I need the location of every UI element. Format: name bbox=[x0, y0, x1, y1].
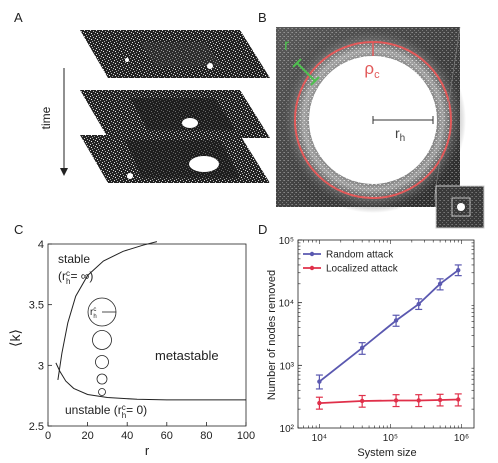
r-bracket bbox=[296, 62, 316, 82]
y-tick-label-d: 10⁵ bbox=[279, 236, 294, 247]
y-axis-label-d: Number of nodes removed bbox=[266, 270, 278, 400]
y-tick-label-c: 3 bbox=[38, 360, 44, 372]
x-axis-label-c: r bbox=[145, 443, 150, 458]
plot-frame-d bbox=[297, 239, 475, 429]
panel-c-letter: C bbox=[14, 222, 23, 237]
legend-marker bbox=[309, 251, 315, 257]
random-attack-point bbox=[456, 267, 461, 273]
plot-area-d bbox=[297, 239, 475, 429]
r-label: r bbox=[284, 37, 290, 54]
hole-size-circles: rc h bbox=[87, 297, 117, 396]
random-attack-point bbox=[393, 318, 399, 323]
localized-attack-line bbox=[319, 398, 459, 404]
panel-b-letter: B bbox=[258, 10, 267, 25]
tick-labels-d: 10⁴ 10⁵ 10⁶ 10² 10³ 10⁴ 10⁵ bbox=[279, 236, 470, 444]
rh-label: rh bbox=[395, 125, 405, 144]
panel-d: D Number of nodes removed System size 10… bbox=[258, 222, 475, 459]
panel-a: A time bbox=[14, 10, 270, 183]
x-tick-label-d: 10⁵ bbox=[383, 433, 398, 444]
x-axis-label-d: System size bbox=[357, 447, 416, 459]
stable-boundary-line bbox=[57, 241, 158, 380]
x-tick-label-d: 10⁶ bbox=[454, 433, 469, 444]
localized-attack-point bbox=[456, 397, 461, 402]
stable-condition-label: (rc h= ∞) bbox=[58, 269, 93, 286]
network-layer-bottom bbox=[80, 135, 270, 183]
panel-b: B ρc r rh bbox=[258, 10, 485, 229]
x-tick-label-c: 60 bbox=[161, 430, 173, 442]
legend: Random attack Localized attack bbox=[303, 250, 399, 275]
stable-region-label: stable bbox=[58, 252, 90, 266]
y-axis-label-c: ⟨k⟩ bbox=[7, 329, 23, 347]
legend-label: Random attack bbox=[326, 250, 394, 261]
panel-c: C ⟨k⟩ r 0 20 40 60 80 100 2.5 3 3.5 4 stable (rc h… bbox=[7, 222, 255, 458]
y-tick-label-d: 10³ bbox=[280, 361, 295, 372]
unstable-boundary-line bbox=[55, 362, 246, 401]
y-tick-label-d: 10⁴ bbox=[279, 299, 294, 310]
legend-marker bbox=[309, 265, 315, 271]
legend-label: Localized attack bbox=[326, 264, 399, 275]
y-tick-label-c: 4 bbox=[38, 239, 44, 251]
attack-series bbox=[315, 264, 462, 410]
x-tick-label-c: 100 bbox=[237, 430, 255, 442]
panel-d-letter: D bbox=[258, 222, 267, 237]
time-arrow-head bbox=[60, 168, 68, 176]
random-attack-line bbox=[318, 269, 459, 383]
y-tick-label-c: 3.5 bbox=[29, 300, 44, 312]
network-layer-middle bbox=[80, 90, 270, 138]
localized-attack-point bbox=[416, 398, 421, 403]
y-tick-label-d: 10² bbox=[280, 424, 295, 435]
x-tick-label-c: 40 bbox=[121, 430, 133, 442]
x-tick-label-c: 20 bbox=[81, 430, 93, 442]
localized-attack-point bbox=[393, 398, 399, 403]
phase-boundaries bbox=[55, 241, 246, 401]
inset-overview bbox=[435, 185, 485, 229]
panel-a-letter: A bbox=[14, 10, 23, 25]
tick-labels-c: 0 20 40 60 80 100 2.5 3 3.5 4 bbox=[29, 239, 255, 442]
localized-attack-point bbox=[317, 400, 322, 406]
x-tick-label-c: 0 bbox=[45, 430, 51, 442]
random-attack-point bbox=[359, 345, 365, 351]
rho-c-label: ρc bbox=[364, 59, 380, 81]
localized-attack-point bbox=[437, 397, 443, 403]
x-tick-label-c: 80 bbox=[200, 430, 212, 442]
unstable-region-label: unstable (rc h= 0) bbox=[65, 403, 147, 420]
random-attack-point bbox=[437, 281, 443, 287]
x-tick-label-d: 10⁴ bbox=[312, 433, 327, 444]
metastable-region-label: metastable bbox=[155, 348, 219, 363]
localized-attack-point bbox=[359, 398, 365, 404]
time-axis-label: time bbox=[39, 106, 53, 129]
circle-radius-label: rc h bbox=[90, 307, 97, 320]
random-attack-point bbox=[317, 379, 322, 384]
random-attack-point bbox=[416, 301, 421, 307]
network-layer-top bbox=[80, 30, 270, 78]
y-tick-label-c: 2.5 bbox=[29, 421, 44, 433]
